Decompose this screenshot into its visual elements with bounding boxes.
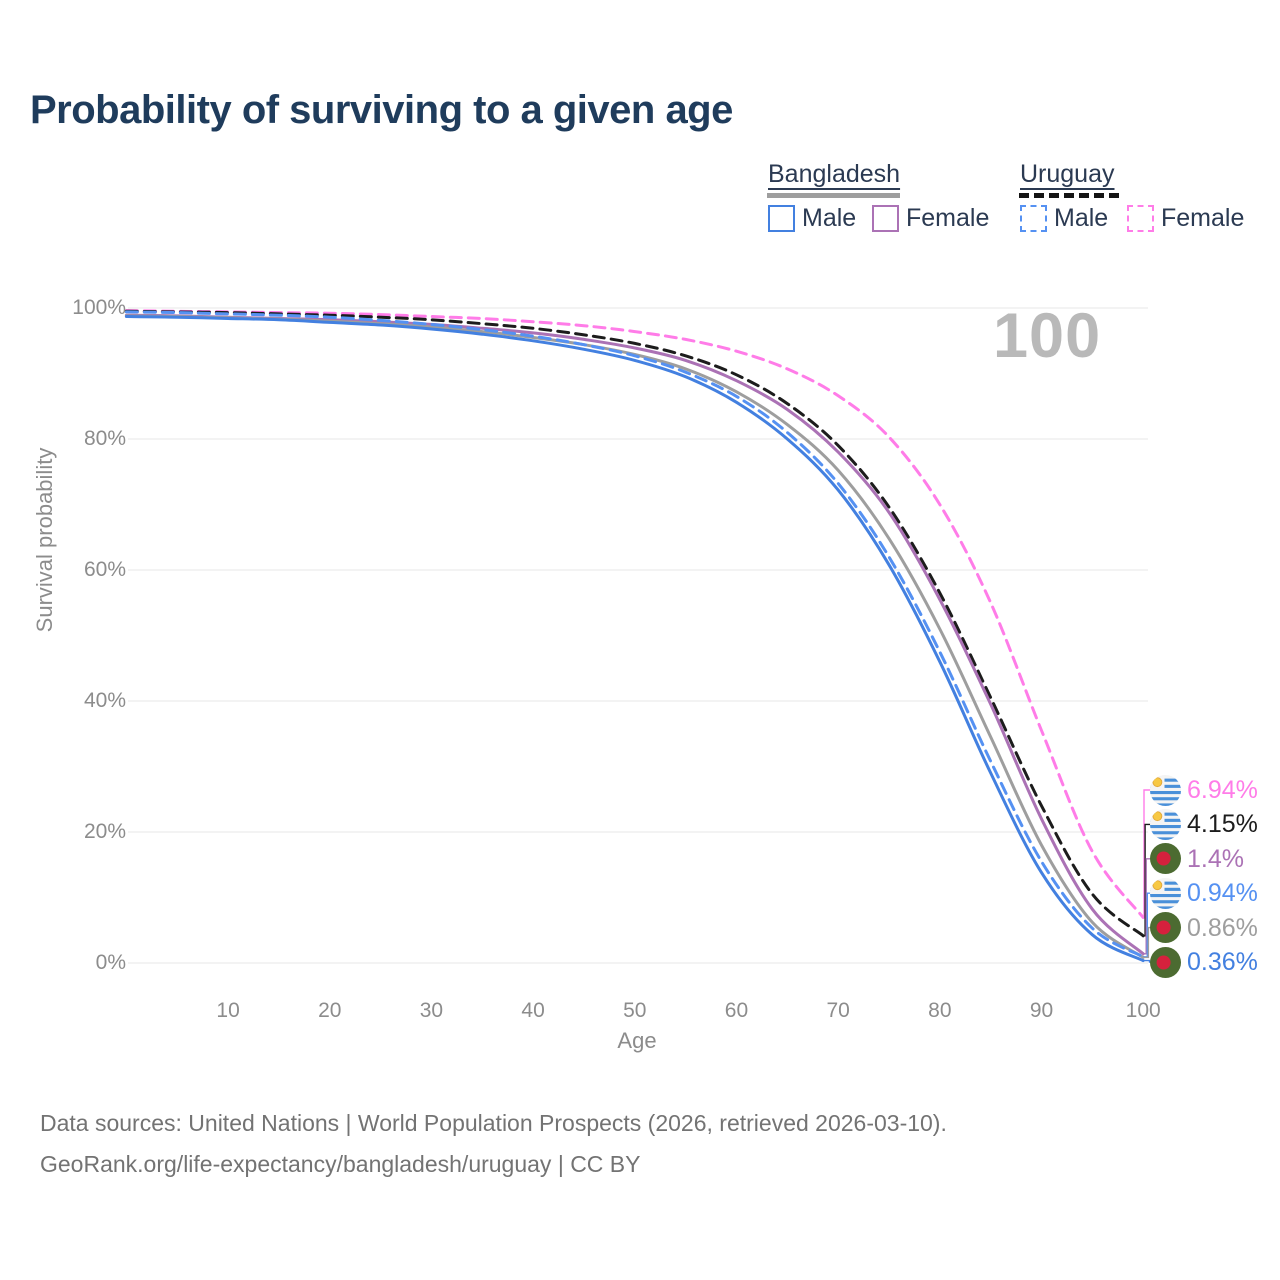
legend-group-bangladesh: Bangladesh: [768, 160, 900, 189]
gridlines: [128, 307, 1148, 964]
end-label-uruguay-male: 0.94%: [1150, 876, 1258, 910]
y-tick-60%: 60%: [83, 558, 126, 581]
x-tick-10: 10: [216, 999, 240, 1022]
legend-item-uruguay-female[interactable]: Female: [1127, 204, 1244, 233]
end-label-value: 6.94%: [1187, 776, 1258, 804]
line-bangladesh: [124, 314, 1145, 959]
bangladesh-female-swatch-icon: [872, 205, 899, 232]
x-tick-30: 30: [419, 999, 444, 1022]
uruguay-flag-icon: [1150, 877, 1181, 909]
connector-uruguay: [1143, 823, 1151, 937]
x-tick-100: 100: [1125, 999, 1161, 1022]
uruguay-flag-icon: [1150, 774, 1181, 806]
legend-item-label: Male: [802, 204, 857, 232]
page-title: Probability of surviving to a given age: [30, 88, 733, 132]
y-axis-title: Survival probability: [32, 447, 57, 633]
legend-item-uruguay-male[interactable]: Male: [1020, 204, 1108, 233]
uruguay-flag-icon: [1150, 808, 1181, 840]
legend-country-bangladesh: Bangladesh: [768, 160, 901, 188]
end-label-value: 0.94%: [1187, 879, 1258, 908]
footer-link: GeoRank.org/life-expectancy/bangladesh/u…: [40, 1151, 641, 1177]
connector-bangladesh-female: [1143, 858, 1151, 955]
end-label-bangladesh-male: 0.36%: [1150, 945, 1258, 979]
legend-linestyle-uruguay: [1019, 193, 1119, 198]
x-axis-title: Age: [617, 1028, 657, 1053]
end-label-bangladesh-female: 1.4%: [1150, 842, 1244, 876]
bangladesh-flag-icon: [1150, 912, 1181, 944]
bangladesh-flag-icon: [1150, 843, 1181, 875]
label-connectors: [1143, 789, 1151, 963]
x-tick-80: 80: [928, 999, 952, 1022]
y-tick-80%: 80%: [83, 427, 126, 450]
connector-uruguay-female: [1143, 789, 1151, 919]
end-label-value: 0.36%: [1187, 948, 1258, 976]
legend-item-label: Female: [1161, 204, 1245, 232]
y-tick-40%: 40%: [83, 689, 126, 712]
legend-group-uruguay: Uruguay: [1020, 160, 1115, 189]
x-tick-40: 40: [521, 999, 545, 1022]
legend-country-uruguay: Uruguay: [1020, 160, 1115, 188]
end-label-value: 4.15%: [1187, 810, 1258, 839]
bangladesh-male-swatch-icon: [768, 205, 795, 232]
line-bangladesh-female: [124, 313, 1145, 956]
x-tick-70: 70: [826, 999, 850, 1022]
x-tick-50: 50: [623, 999, 647, 1022]
end-label-bangladesh: 0.86%: [1150, 911, 1258, 945]
uruguay-male-swatch-icon: [1020, 205, 1047, 232]
line-uruguay: [124, 309, 1145, 938]
uruguay-female-swatch-icon: [1127, 205, 1154, 232]
bangladesh-flag-icon: [1150, 946, 1181, 978]
legend-item-bangladesh-male[interactable]: Male: [768, 204, 856, 233]
end-label-uruguay-female: 6.94%: [1150, 773, 1258, 807]
end-label-value: 1.4%: [1187, 844, 1244, 873]
x-tick-60: 60: [724, 999, 749, 1022]
line-bangladesh-male: [124, 315, 1145, 963]
end-label-value: 0.86%: [1187, 913, 1258, 942]
legend-item-bangladesh-female[interactable]: Female: [872, 204, 989, 233]
x-tick-90: 90: [1029, 999, 1054, 1022]
footer-data-sources: Data sources: United Nations | World Pop…: [40, 1110, 947, 1136]
x-tick-20: 20: [318, 999, 342, 1022]
y-tick-100%: 100%: [72, 296, 126, 319]
legend-item-label: Female: [906, 204, 990, 232]
line-uruguay-female: [124, 309, 1145, 919]
y-tick-20%: 20%: [83, 820, 126, 843]
age-counter-watermark: 100: [993, 301, 1102, 371]
end-label-uruguay: 4.15%: [1150, 807, 1258, 841]
legend-item-label: Male: [1054, 204, 1109, 232]
line-uruguay-male: [124, 310, 1145, 959]
legend-linestyle-bangladesh: [767, 193, 900, 198]
y-tick-0%: 0%: [95, 951, 126, 974]
connector-bangladesh: [1143, 926, 1151, 959]
